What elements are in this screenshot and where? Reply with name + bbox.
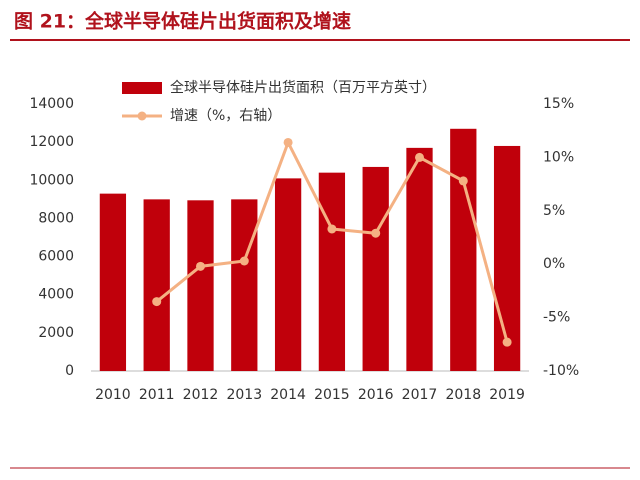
line-marker <box>152 297 162 307</box>
bar <box>318 172 346 371</box>
y-tick-label: 6000 <box>38 249 74 265</box>
x-tick-label: 2014 <box>270 387 306 403</box>
bar <box>450 128 477 371</box>
line-marker <box>371 228 381 238</box>
x-tick-label: 2016 <box>358 387 394 403</box>
y-tick-label: 14000 <box>29 96 74 112</box>
x-tick-label: 2011 <box>139 387 175 403</box>
y-tick-label: 10000 <box>29 172 74 188</box>
legend-label: 增速（%，右轴） <box>170 108 281 124</box>
bar <box>362 166 389 371</box>
x-tick-label: 2010 <box>95 387 131 403</box>
bar <box>406 147 433 371</box>
y2-tick-label: 10% <box>543 149 574 165</box>
y2-tick-label: 5% <box>543 203 565 219</box>
y2-tick-label: 0% <box>543 256 565 272</box>
y2-tick-label: -5% <box>543 310 570 326</box>
x-tick-label: 2018 <box>445 387 481 403</box>
x-tick-label: 2019 <box>489 387 525 403</box>
x-tick-label: 2015 <box>314 387 350 403</box>
line-marker <box>327 224 337 234</box>
y-tick-label: 0 <box>65 363 74 379</box>
line-marker <box>283 137 293 147</box>
line-marker <box>196 261 205 271</box>
chart-title: 图 21：全球半导体硅片出货面积及增速 <box>14 10 351 33</box>
bar <box>231 199 258 371</box>
bar <box>187 200 214 371</box>
line-marker <box>502 337 512 347</box>
legend-label: 全球半导体硅片出货面积（百万平方英寸） <box>170 79 436 96</box>
y-tick-label: 12000 <box>29 134 74 150</box>
y-tick-label: 2000 <box>38 325 74 341</box>
bar <box>143 199 170 371</box>
bar <box>493 145 521 371</box>
bar <box>99 193 127 371</box>
x-tick-label: 2012 <box>183 387 219 403</box>
y2-tick-label: 15% <box>543 96 574 112</box>
line-marker <box>458 176 468 186</box>
y-tick-label: 4000 <box>38 287 74 303</box>
legend-swatch <box>122 82 162 94</box>
legend-swatch <box>137 111 147 121</box>
y-tick-label: 8000 <box>38 210 74 226</box>
line-marker <box>415 152 424 162</box>
bar <box>274 178 302 371</box>
x-tick-label: 2013 <box>226 387 262 403</box>
x-tick-label: 2017 <box>402 387 438 403</box>
line-marker <box>239 256 249 266</box>
y2-tick-label: -10% <box>543 363 579 379</box>
